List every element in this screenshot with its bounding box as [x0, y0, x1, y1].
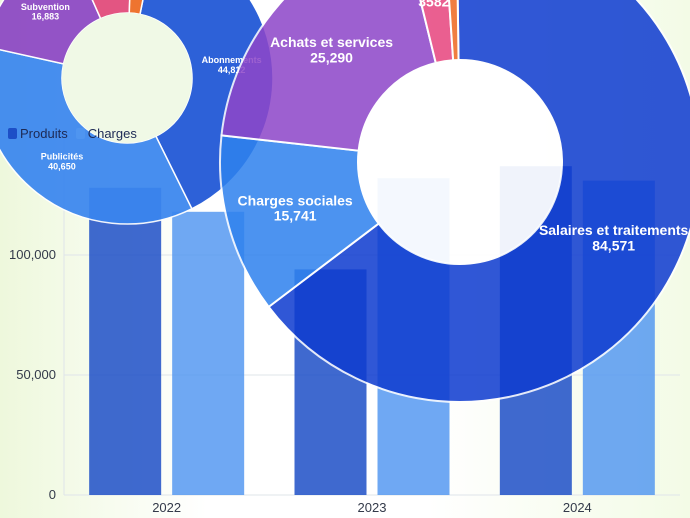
- legend-item-produits[interactable]: Produits: [8, 126, 68, 141]
- slice-value-label: 25,290: [310, 49, 353, 65]
- legend-item-charges[interactable]: Charges: [75, 126, 137, 141]
- slice-value-label: 44,812: [218, 65, 246, 75]
- slice-label: Publicités: [41, 152, 84, 162]
- slice-value-label: 40,650: [48, 162, 76, 172]
- slice-value-label: 15,741: [274, 208, 317, 224]
- y-tick-label: 100,000: [9, 247, 56, 262]
- y-tick-label: 0: [49, 487, 56, 502]
- donut-hole: [358, 60, 562, 264]
- legend-swatch-produits: [8, 128, 17, 139]
- slice-label: Abonnements: [202, 55, 262, 65]
- bar-legend: Produits Charges: [8, 126, 137, 141]
- axis-layer: 0 50,000 100,000 2022 2023 2024: [9, 135, 592, 515]
- slice-label: Salaires et traitements: [539, 222, 689, 238]
- slice-label: Charges sociales: [238, 192, 353, 208]
- x-tick-label: 2023: [358, 500, 387, 515]
- slice-value-label: 84,571: [592, 237, 635, 253]
- x-tick-label: 2024: [563, 500, 592, 515]
- slice-label: Subvention: [21, 2, 70, 12]
- legend-label-charges: Charges: [87, 126, 137, 141]
- slice-label: Achats et services: [270, 34, 393, 50]
- legend-swatch-charges: [75, 128, 85, 139]
- legend-label-produits: Produits: [20, 126, 68, 141]
- bar-produits-2022[interactable]: [89, 187, 162, 496]
- bar-charges-2022[interactable]: [172, 211, 245, 496]
- slice-value-label: 3582: [418, 0, 449, 9]
- slice-value-label: 16,883: [32, 12, 60, 22]
- y-tick-label: 50,000: [16, 367, 56, 382]
- x-tick-label: 2022: [152, 500, 181, 515]
- donut-hole: [62, 13, 192, 143]
